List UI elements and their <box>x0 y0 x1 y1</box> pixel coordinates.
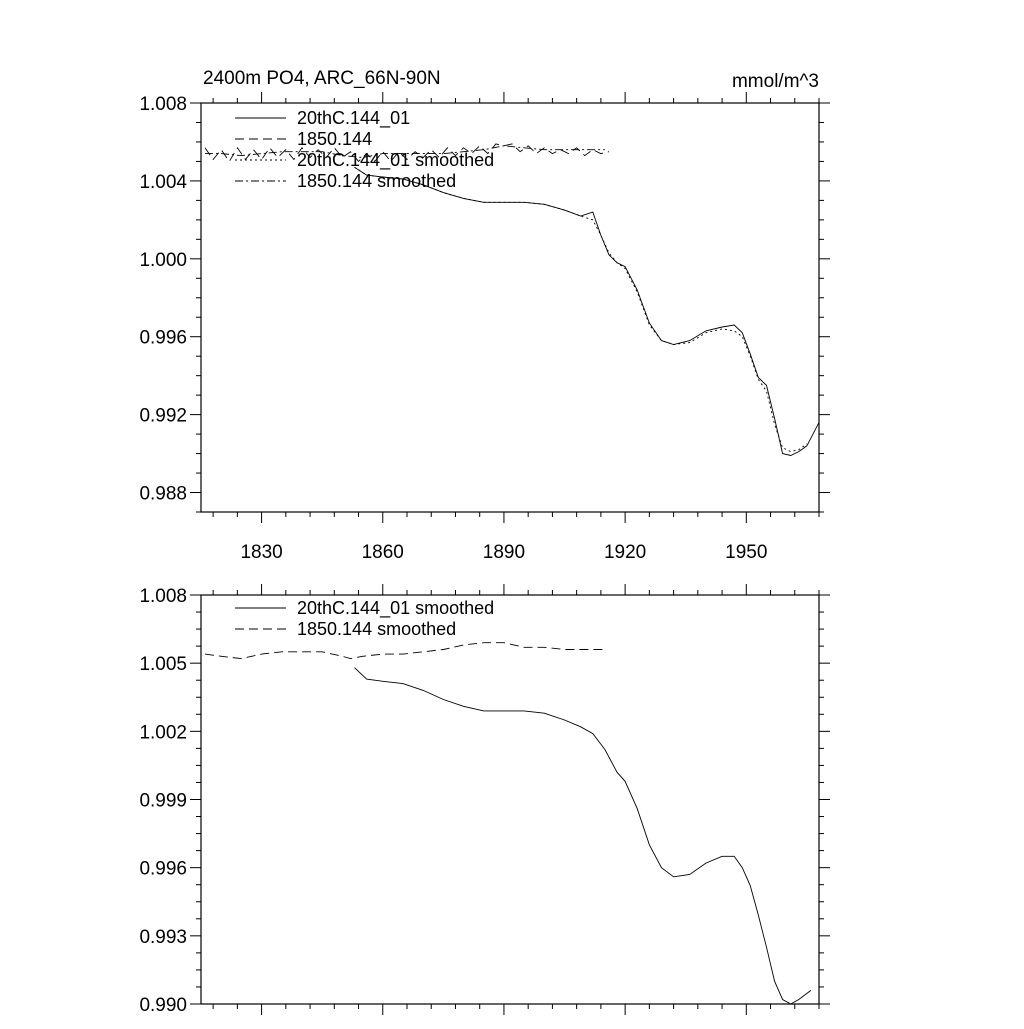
legend-label-20thc-144-01-smoothed: 20thC.144_01 smoothed <box>297 150 494 171</box>
y-tick-label: 0.996 <box>139 859 187 880</box>
x-tick-label: 1830 <box>240 542 282 563</box>
y-tick-label: 1.008 <box>139 94 187 115</box>
x-tick-label: 1890 <box>483 542 525 563</box>
y-tick-label: 0.999 <box>139 791 187 812</box>
panel-top: 2400m PO4, ARC_66N-90N mmol/m^3 1.008 1.004… <box>139 68 830 563</box>
series-line-20thc-144-01-smoothed <box>354 667 812 1004</box>
legend-label-1850-144-smoothed: 1850.144 smoothed <box>297 619 456 639</box>
x-tick-label: 1950 <box>725 542 767 563</box>
series-line-20thc-144-01 <box>354 166 819 456</box>
x-tick-label: 1860 <box>362 542 404 563</box>
y-tick-label: 1.008 <box>139 586 187 607</box>
chart-title: 2400m PO4, ARC_66N-90N <box>203 68 441 89</box>
legend-label-20thc-144-01: 20thC.144_01 <box>297 108 410 129</box>
y-tick-label: 1.000 <box>139 250 187 271</box>
series-line-20thc-144-01-smoothed <box>354 166 808 453</box>
panel-bottom: 1.008 1.005 1.002 0.999 0.996 0.993 0.990 20thC… <box>139 584 830 1016</box>
legend-label-20thc-144-01-smoothed: 20thC.144_01 smoothed <box>297 598 494 619</box>
units-label: mmol/m^3 <box>732 71 819 92</box>
plot-frame <box>200 102 820 513</box>
y-tick-label: 0.992 <box>139 406 187 427</box>
legend-label-1850-144: 1850.144 <box>297 129 372 149</box>
y-tick-label: 0.990 <box>139 995 187 1016</box>
series-line-1850-144-smoothed <box>204 642 605 660</box>
y-tick-label: 1.004 <box>139 172 187 193</box>
y-tick-label: 0.996 <box>139 328 187 349</box>
x-tick-label: 1920 <box>604 542 646 563</box>
y-tick-label: 1.002 <box>139 722 187 743</box>
legend-label-1850-144-smoothed: 1850.144 smoothed <box>297 171 456 191</box>
y-tick-label: 1.005 <box>139 654 187 675</box>
y-tick-label: 0.988 <box>139 484 187 505</box>
y-tick-label: 0.993 <box>139 927 187 948</box>
series-line-1850-144-smoothed <box>205 145 605 158</box>
plot-frame <box>200 594 820 1005</box>
